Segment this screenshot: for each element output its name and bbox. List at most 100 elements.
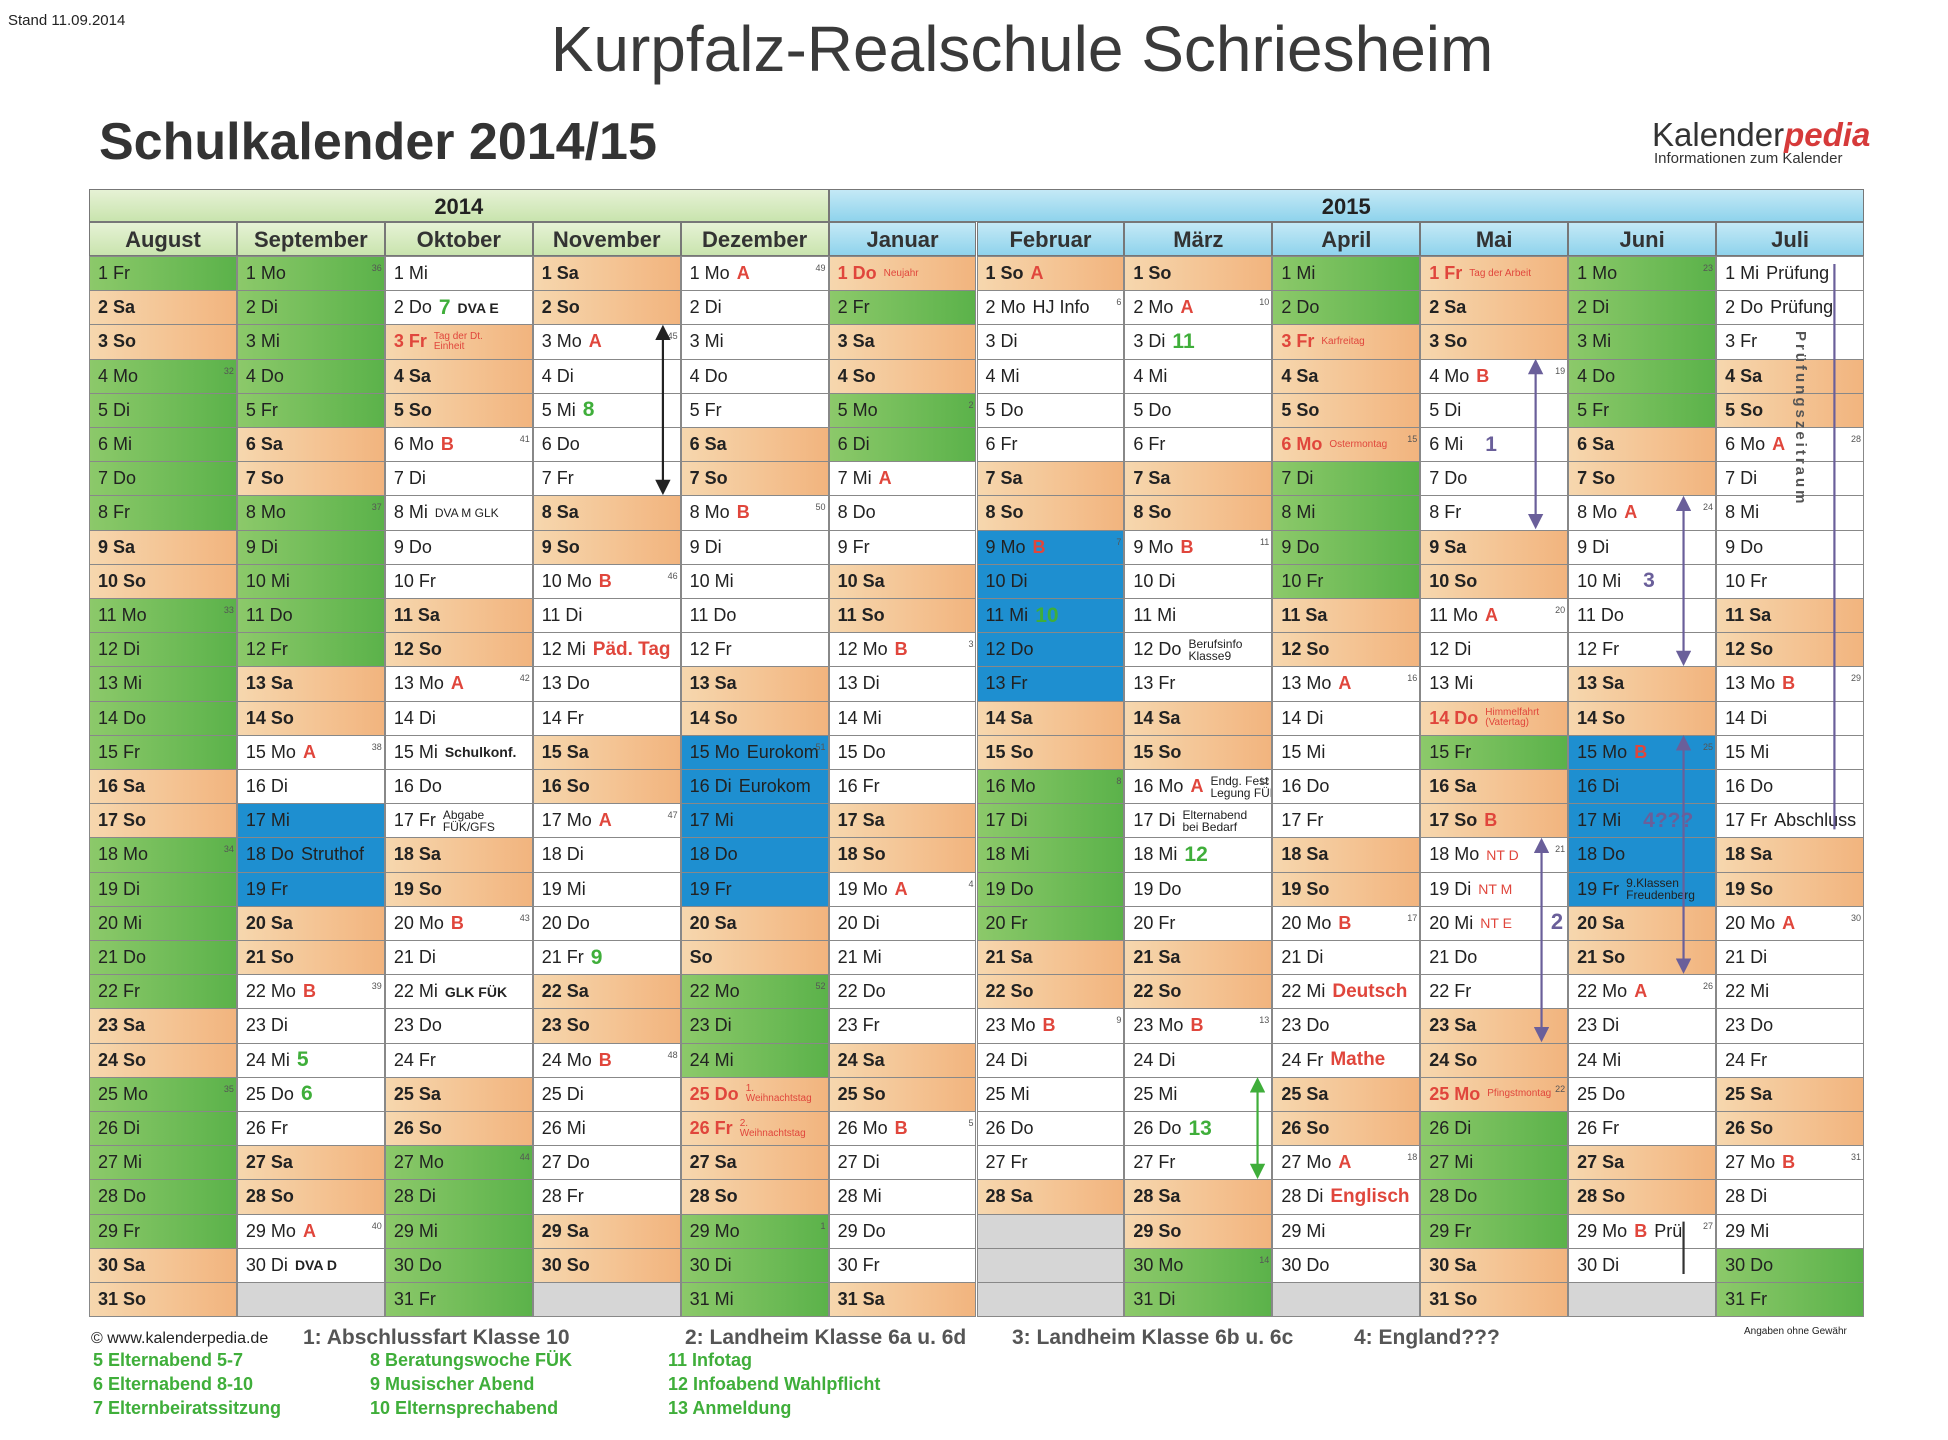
day-label: 23 So <box>541 1015 590 1036</box>
day-cell: 30 Di <box>680 1247 829 1283</box>
day-label: 30 Sa <box>1429 1254 1477 1275</box>
day-label: 30 Do <box>1725 1254 1774 1275</box>
day-cell: 23 Di <box>236 1008 385 1044</box>
day-cell: 18 Mi 12 <box>1124 837 1273 873</box>
day-cell: 27 Mo 44 <box>384 1145 533 1181</box>
day-cell: 15 Mi <box>1272 734 1421 770</box>
day-cell: 5 Mo 2 <box>828 392 977 428</box>
day-note: 9 <box>590 945 603 969</box>
day-cell: 5 Fr <box>1568 392 1717 428</box>
day-label: 18 Sa <box>1725 844 1773 865</box>
day-label: 12 So <box>393 639 442 660</box>
day-label: 21 Do <box>1429 947 1478 968</box>
day-cell: 22 Do <box>828 974 977 1010</box>
day-note: DVA E <box>457 299 499 316</box>
day-label: 2 So <box>541 297 580 318</box>
day-cell: 10 Mi <box>236 563 385 599</box>
day-label: 12 Fr <box>1577 639 1620 660</box>
day-label: 20 Fr <box>985 912 1028 933</box>
day-cell: 21 Di <box>1272 940 1421 976</box>
day-label: 3 Fr <box>1725 331 1758 352</box>
day-cell: 23 Sa <box>89 1008 237 1044</box>
day-cell: 22 Mo B 39 <box>236 974 385 1010</box>
day-label: 14 Fr <box>541 707 584 728</box>
day-label: 11 Di <box>541 605 583 626</box>
day-cell <box>236 1282 385 1318</box>
day-cell: 23 Sa <box>1420 1008 1569 1044</box>
day-label: 18 Sa <box>393 844 441 865</box>
day-note: B <box>1634 1220 1648 1241</box>
day-label: 19 Fr <box>245 878 288 899</box>
day-cell: 18 Sa <box>384 837 533 873</box>
day-label: 5 Fr <box>689 399 722 420</box>
day-label: 22 Sa <box>541 981 589 1002</box>
day-cell: 22 So <box>976 974 1125 1010</box>
day-label: 18 Mo <box>98 844 149 865</box>
day-cell: 28 Di <box>1716 1179 1864 1215</box>
day-cell: 16 Do <box>1272 769 1421 805</box>
day-label: 22 Do <box>837 981 886 1002</box>
week-number: 8 <box>1116 776 1122 786</box>
day-label: 2 Mo <box>985 297 1026 318</box>
day-label: 30 Do <box>1281 1254 1330 1275</box>
day-cell <box>532 1282 681 1318</box>
week-number: 48 <box>667 1049 678 1060</box>
day-label: 3 Mi <box>689 331 724 352</box>
day-label: 8 So <box>1133 502 1172 523</box>
day-cell: 9 Sa <box>1420 529 1569 565</box>
day-cell: 8 Mo 37 <box>236 495 385 531</box>
day-cell: 25 Sa <box>384 1076 533 1112</box>
day-label: 16 Sa <box>98 776 146 797</box>
day-cell: 4 Sa <box>1272 358 1421 394</box>
day-label: 13 Sa <box>245 673 293 694</box>
day-cell: 4 Mo B 19 <box>1420 358 1569 394</box>
day-label: 17 Mi <box>245 810 290 831</box>
day-note: Neujahr <box>883 267 919 279</box>
day-cell: 29 Mi <box>384 1213 533 1249</box>
day-label: 18 Mi <box>1133 844 1178 865</box>
day-cell: 14 Do Himmelfahrt (Vatertag) <box>1420 700 1569 736</box>
day-label: 12 Fr <box>245 639 288 660</box>
day-label: 13 Sa <box>1577 673 1625 694</box>
day-label: 22 Mi <box>393 981 438 1002</box>
day-label: 8 Mo <box>1577 502 1618 523</box>
day-note: Prüfung <box>1770 297 1834 318</box>
day-label: 10 So <box>98 570 147 591</box>
day-label: 29 Mi <box>1725 1220 1770 1241</box>
day-label: 8 Do <box>837 502 876 523</box>
day-label: 22 Mo <box>689 981 740 1002</box>
day-label: 5 So <box>1281 399 1320 420</box>
day-note: A <box>878 468 892 489</box>
day-cell: 10 Di <box>976 563 1125 599</box>
day-cell: 15 Sa <box>532 734 681 770</box>
day-label: 20 Mi <box>1429 912 1474 933</box>
day-cell: 2 Do Prüfung <box>1716 290 1864 326</box>
day-cell: 17 Fr Abschluss <box>1716 803 1864 839</box>
month-header: Januar <box>828 222 977 256</box>
day-label: 29 Mo <box>245 1220 296 1241</box>
day-cell: 2 Di <box>1568 290 1717 326</box>
day-label: 2 Sa <box>98 297 136 318</box>
day-cell: 13 Mi <box>1420 666 1569 702</box>
day-cell: 28 Do <box>1420 1179 1569 1215</box>
day-label: 10 Fr <box>1725 570 1768 591</box>
day-label: 7 Mi <box>837 468 872 489</box>
day-cell: 18 Do <box>1568 837 1717 873</box>
trip-legend: 4: England??? <box>1354 1326 1500 1349</box>
day-cell: 30 Fr <box>828 1247 977 1283</box>
day-cell: 22 Fr <box>1420 974 1569 1010</box>
day-cell: 20 Sa <box>680 905 829 941</box>
day-cell: So <box>680 940 829 976</box>
day-note: Prüfung <box>1766 263 1830 284</box>
week-number: 43 <box>519 912 530 923</box>
day-label: 25 Do <box>1577 1083 1626 1104</box>
event-legend: 10 Elternsprechabend <box>370 1398 559 1418</box>
day-label: 28 So <box>245 1186 294 1207</box>
day-label: 31 Sa <box>837 1289 885 1310</box>
week-number: 52 <box>815 981 826 992</box>
day-cell: 9 Di <box>1568 529 1717 565</box>
day-cell: 30 Do <box>384 1247 533 1283</box>
day-label: 19 So <box>1281 878 1330 899</box>
day-cell: 19 Di <box>89 871 237 907</box>
